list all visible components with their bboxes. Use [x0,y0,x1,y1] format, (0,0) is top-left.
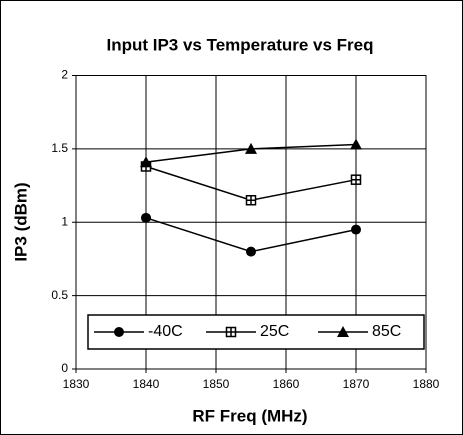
y-tick-label: 0 [61,361,68,375]
marker [337,326,349,337]
x-tick-label: 1860 [273,377,300,391]
marker [140,156,152,168]
legend-label: 85C [372,323,401,340]
marker [351,224,361,235]
chart-title: Input IP3 vs Temperature vs Freq [106,35,373,54]
marker-cross [226,327,236,337]
marker-cross [246,195,256,205]
marker [350,138,362,150]
marker [246,246,256,257]
marker [141,212,151,223]
marker [225,326,237,338]
marker [245,142,257,154]
x-tick-label: 1880 [413,377,440,391]
marker-cross [351,175,361,185]
y-tick-label: 0.5 [51,288,68,302]
y-tick-label: 1 [61,214,68,228]
x-axis-label: RF Freq (MHz) [192,406,307,425]
marker [245,194,257,206]
marker [114,327,124,337]
y-axis-label: IP3 (dBm) [11,182,30,261]
x-tick-label: 1850 [203,377,230,391]
x-tick-label: 1840 [133,377,160,391]
legend-label: 25C [260,323,289,340]
x-tick-label: 1830 [63,377,90,391]
legend-label: -40C [148,323,183,340]
marker [350,174,362,185]
y-tick-label: 1.5 [51,141,68,155]
x-tick-label: 1870 [343,377,370,391]
y-tick-label: 2 [61,68,68,82]
